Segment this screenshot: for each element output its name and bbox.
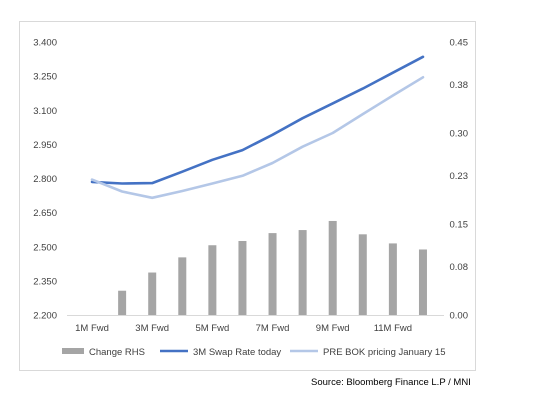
bar-5 — [208, 245, 217, 315]
right-tick-label: 0.08 — [450, 262, 469, 273]
bar-7 — [268, 233, 277, 315]
x-tick-label: 7M Fwd — [256, 323, 290, 334]
series-line-2 — [90, 76, 425, 200]
right-tick-label: 0.23 — [450, 171, 469, 182]
bar-11 — [388, 243, 397, 315]
source-note: Source: Bloomberg Finance L.P / MNI — [311, 377, 471, 388]
bar-10 — [358, 234, 367, 315]
left-tick-label: 3.250 — [33, 72, 57, 83]
right-tick-label: 0.00 — [450, 311, 469, 322]
bars — [118, 220, 427, 315]
bar-3 — [148, 272, 157, 315]
right-tick-label: 0.38 — [450, 80, 469, 91]
chart-frame — [19, 21, 476, 371]
x-tick-label: 11M Fwd — [374, 323, 412, 334]
bar-4 — [178, 257, 187, 315]
x-tick-label: 9M Fwd — [316, 323, 350, 334]
bar-2 — [118, 290, 127, 315]
right-tick-label: 0.30 — [450, 129, 469, 140]
right-tick-label: 0.15 — [450, 220, 469, 231]
legend-label: 3M Swap Rate today — [193, 347, 281, 358]
bar-12 — [418, 249, 427, 315]
bar-6 — [238, 240, 247, 315]
left-tick-label: 3.400 — [33, 38, 57, 49]
legend-swatch-bars — [62, 348, 84, 354]
x-tick-label: 5M Fwd — [195, 323, 229, 334]
legend-label: Change RHS — [89, 347, 145, 358]
left-tick-label: 2.200 — [33, 311, 57, 322]
legend-label: PRE BOK pricing January 15 — [323, 347, 446, 358]
left-tick-label: 2.800 — [33, 174, 57, 185]
axes: 2.200 2.350 2.500 2.650 2.800 2.950 3.100 3.250… — [33, 38, 468, 335]
x-tick-label: 1M Fwd — [75, 323, 109, 334]
bar-8 — [298, 230, 307, 315]
bar-9 — [328, 220, 337, 315]
legend: Change RHS 3M Swap Rate today PRE BOK pric… — [62, 347, 446, 358]
left-tick-label: 2.950 — [33, 140, 57, 151]
left-tick-label: 3.100 — [33, 106, 57, 117]
right-tick-label: 0.45 — [450, 38, 469, 49]
left-tick-label: 2.650 — [33, 208, 57, 219]
left-tick-label: 2.350 — [33, 276, 57, 287]
series-line-1 — [90, 55, 425, 185]
x-tick-label: 3M Fwd — [135, 323, 169, 334]
left-tick-label: 2.500 — [33, 242, 57, 253]
lines — [90, 55, 425, 200]
